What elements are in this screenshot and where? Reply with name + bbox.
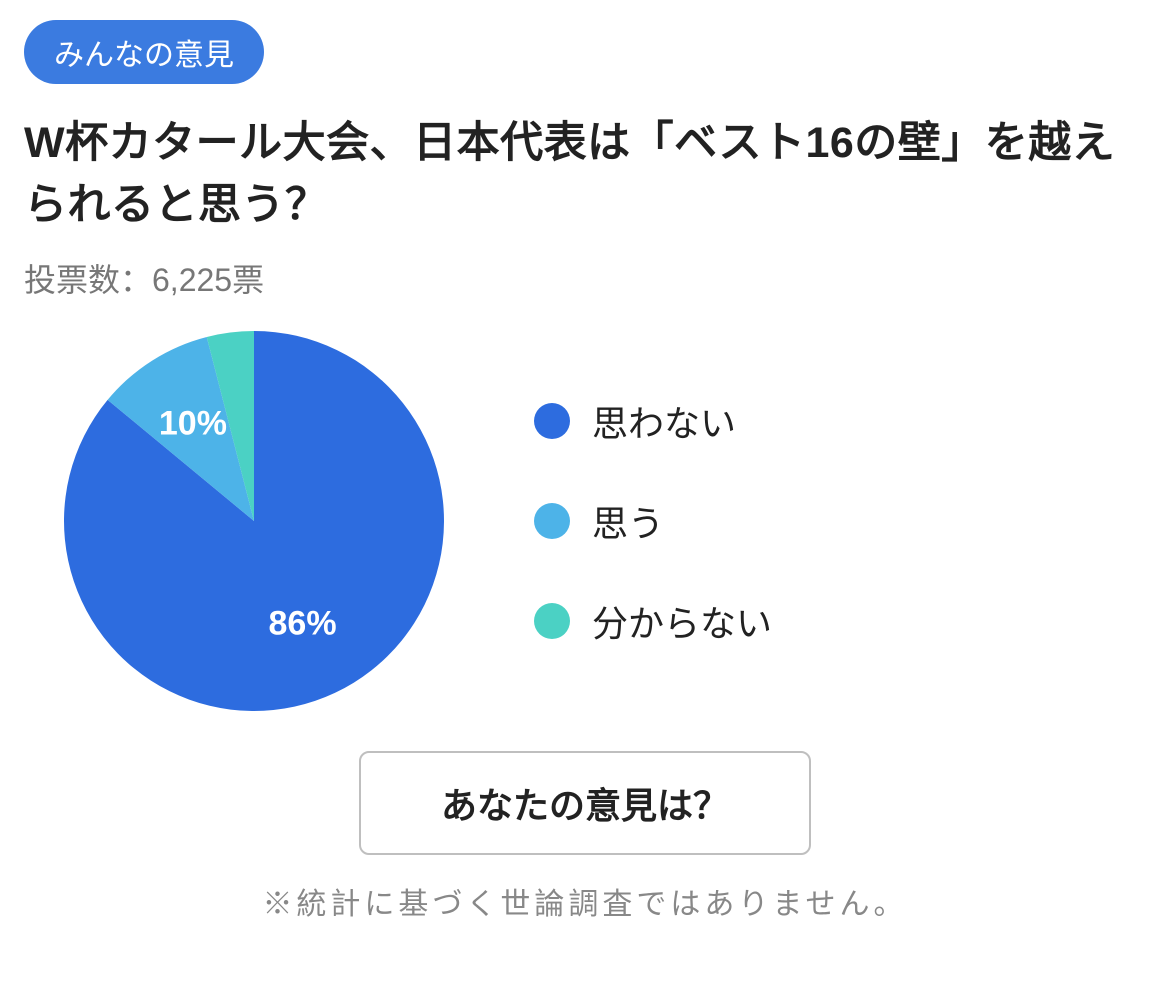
legend-dot-icon [534, 403, 570, 439]
poll-title: W杯カタール大会、日本代表は「ベスト16の壁」を越えられると思う？ [24, 112, 1146, 237]
legend-label: 思う [592, 495, 664, 547]
vote-count: 投票数：6,225票 [24, 255, 1146, 301]
legend-dot-icon [534, 503, 570, 539]
pie-chart: 86%10% [64, 331, 444, 711]
legend-item: 思う [534, 495, 772, 547]
legend-label: 思わない [592, 395, 736, 447]
header-badge: みんなの意見 [24, 20, 264, 84]
disclaimer-text: ※統計に基づく世論調査ではありません。 [24, 879, 1146, 923]
chart-area: 86%10% 思わない思う分からない [24, 331, 1146, 711]
your-opinion-button[interactable]: あなたの意見は？ [359, 751, 811, 855]
legend-item: 思わない [534, 395, 772, 447]
legend-label: 分からない [592, 595, 772, 647]
legend: 思わない思う分からない [534, 395, 772, 647]
legend-item: 分からない [534, 595, 772, 647]
legend-dot-icon [534, 603, 570, 639]
